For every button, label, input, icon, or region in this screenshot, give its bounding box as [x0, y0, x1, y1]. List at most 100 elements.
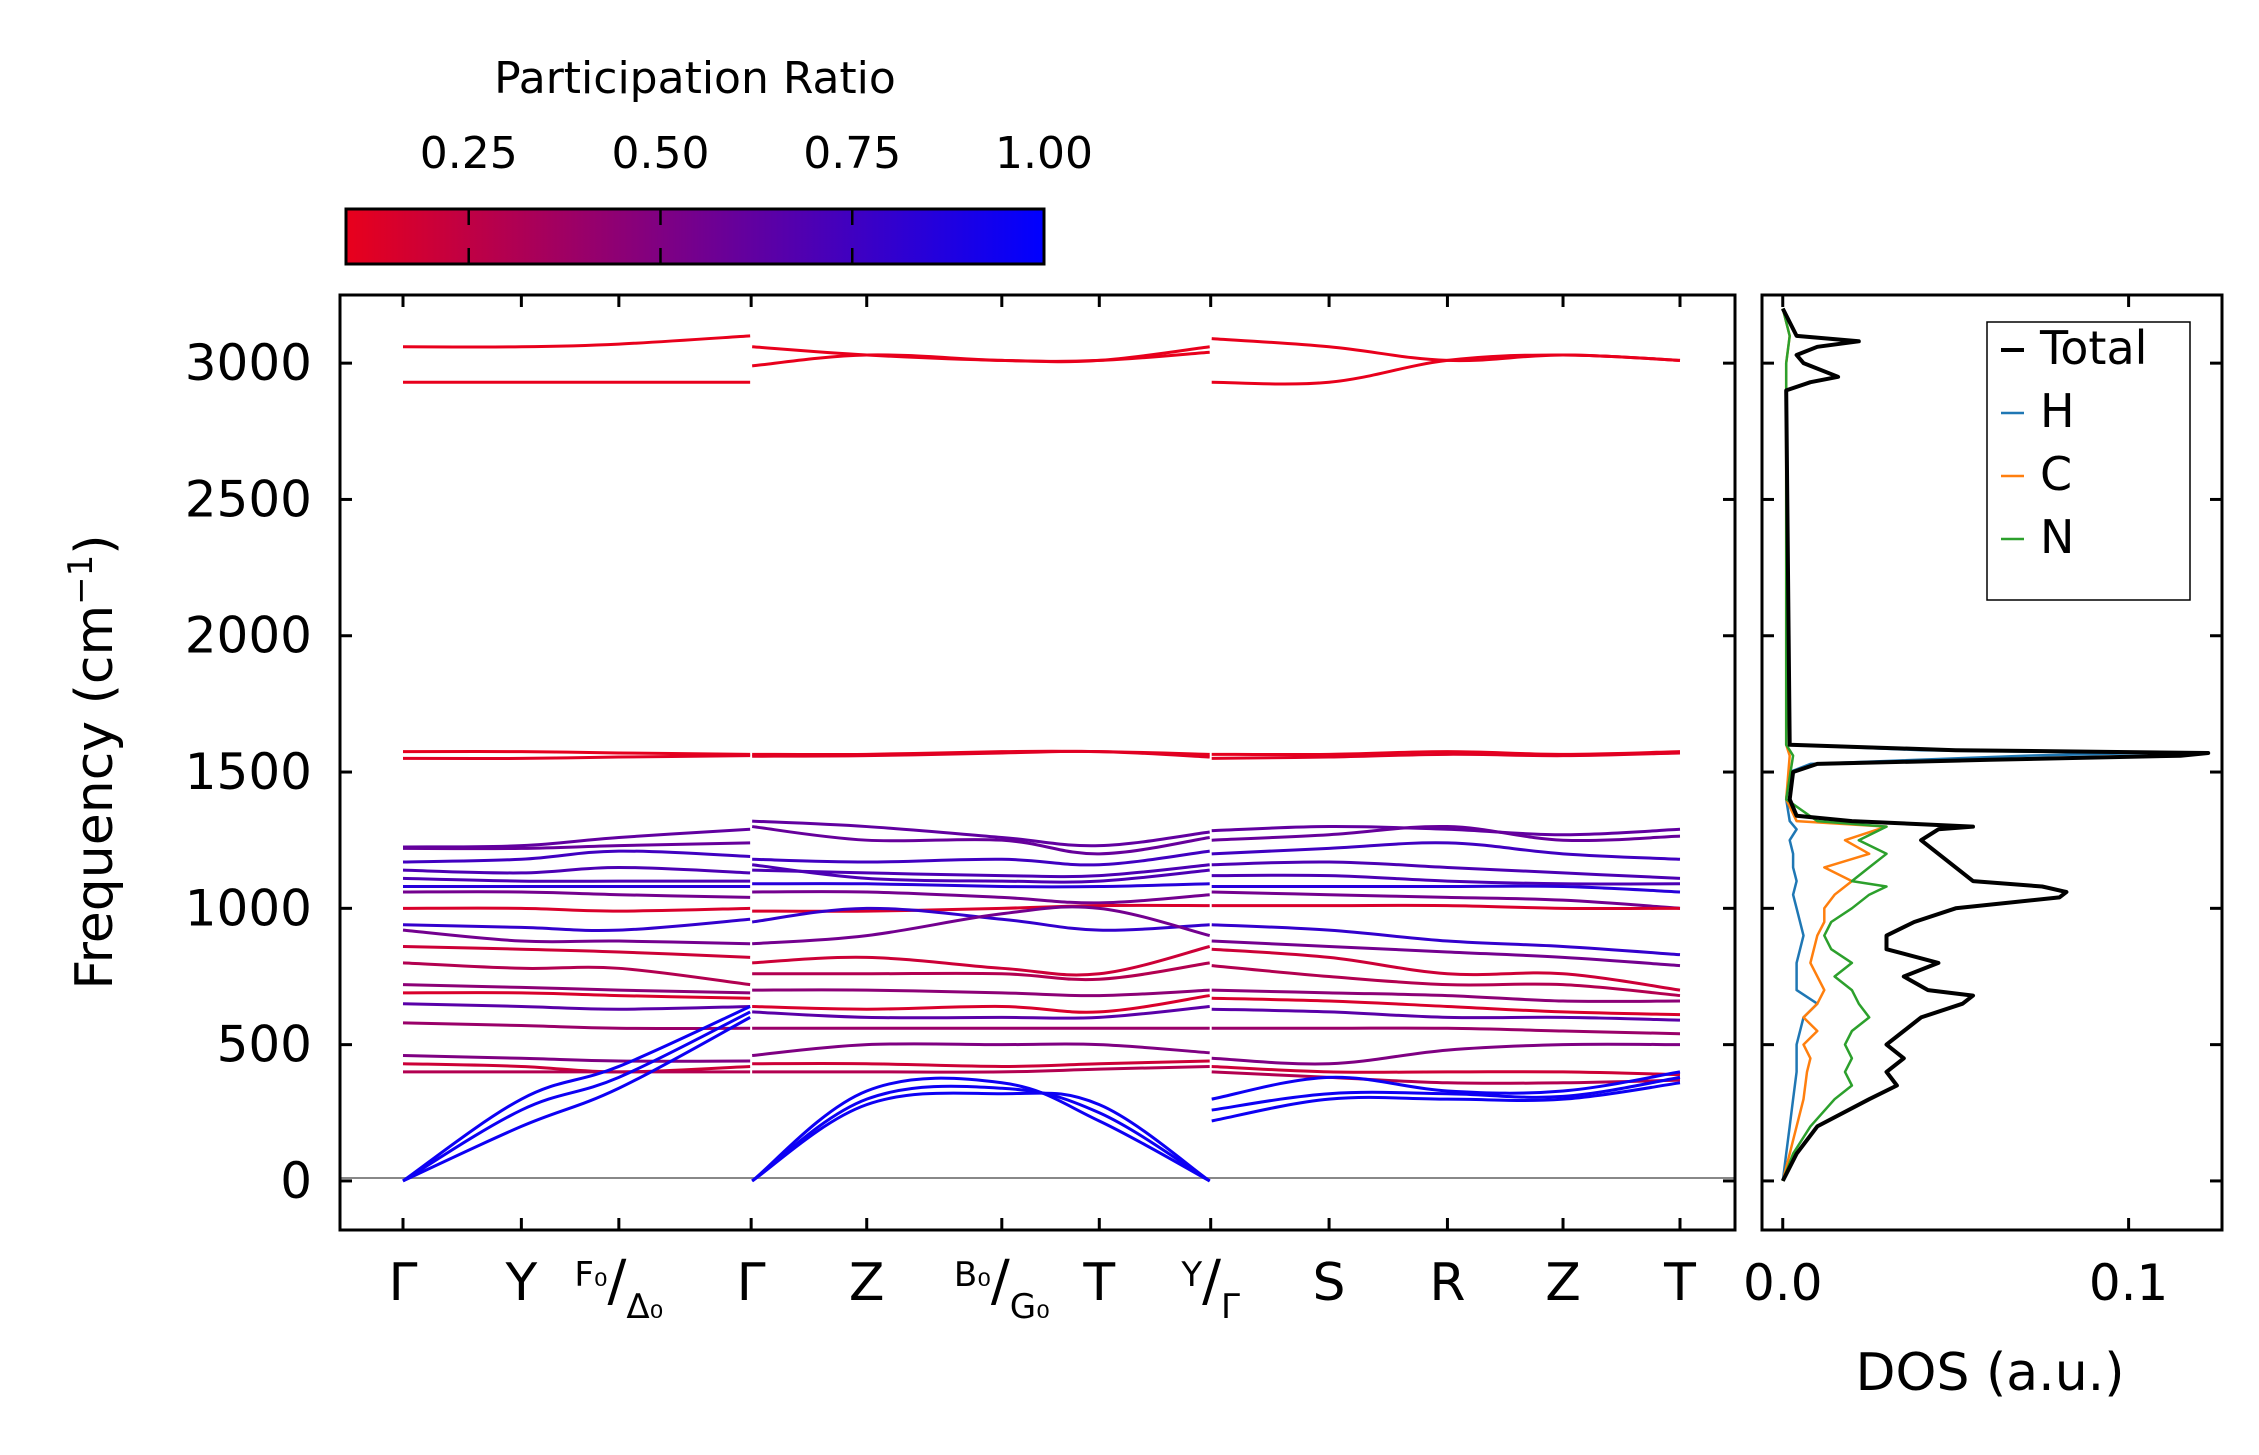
y-tick-label: 500 — [217, 1016, 312, 1074]
colorbar-label: Participation Ratio — [494, 53, 896, 104]
phonon-band-14-segment-2 — [1211, 947, 1681, 992]
phonon-band-15-segment-1 — [752, 961, 1210, 982]
phonon-band-23-segment-2 — [1211, 1070, 1681, 1101]
phonon-band-2-segment-0 — [402, 749, 751, 756]
y-tick-label: 1000 — [185, 879, 312, 937]
phonon-band-6-segment-1 — [752, 849, 1210, 867]
phonon-band-13-segment-1 — [752, 905, 1211, 946]
phonon-band-8-segment-0 — [402, 876, 751, 883]
phonon-band-20-segment-1 — [752, 1042, 1210, 1058]
k-point-label: F₀/Δ₀ — [574, 1249, 663, 1327]
phonon-band-14-segment-1 — [752, 945, 1211, 977]
k-point-label: Γ — [389, 1253, 418, 1313]
phonon-band-18-segment-0 — [402, 1002, 751, 1011]
y-tick-label: 1500 — [185, 743, 312, 801]
dos-x-tick-label: 0.0 — [1743, 1254, 1823, 1312]
colorbar: Participation Ratio 0.25 0.50 0.75 1.00 — [344, 53, 1093, 266]
k-point-label: T — [1082, 1253, 1115, 1313]
y-axis-label: Frequency (cm−1) — [61, 534, 125, 989]
phonon-band-1-segment-1 — [752, 350, 1210, 368]
y-tick-label: 2500 — [185, 470, 312, 528]
phonon-band-17-segment-0 — [402, 991, 751, 1000]
phonon-band-25-segment-2 — [1211, 1081, 1681, 1123]
phonon-band-12-segment-2 — [1211, 923, 1681, 957]
phonon-band-18-segment-2 — [1211, 1007, 1681, 1022]
phonon-band-10-segment-0 — [402, 890, 751, 899]
colorbar-tick-label: 0.25 — [420, 128, 518, 179]
phonon-band-4-segment-2 — [1211, 825, 1681, 837]
phonon-band-16-segment-1 — [752, 988, 1210, 998]
dos-line-c — [1781, 308, 1888, 1182]
dos-line-n — [1781, 308, 1888, 1182]
phonon-band-21-segment-0 — [402, 1062, 751, 1074]
phonon-band-23-segment-1 — [751, 1076, 1211, 1183]
phonon-band-21-segment-2 — [1211, 1064, 1681, 1077]
dos-x-axis-label: DOS (a.u.) — [1856, 1343, 2125, 1403]
k-point-label: Z — [1545, 1253, 1581, 1313]
k-point-label: Γ — [737, 1253, 766, 1313]
phonon-band-6-segment-2 — [1211, 841, 1681, 861]
phonon-band-11-segment-0 — [402, 906, 751, 913]
k-point-label: R — [1429, 1253, 1465, 1313]
phonon-band-16-segment-2 — [1211, 988, 1681, 1003]
phonon-band-10-segment-1 — [752, 890, 1210, 905]
phonon-band-3-segment-0 — [402, 754, 751, 761]
phonon-band-0-segment-0 — [402, 334, 751, 349]
phonon-band-19-segment-2 — [1211, 1026, 1681, 1036]
phonon-band-12-segment-1 — [751, 906, 1210, 932]
phonon-band-8-segment-2 — [1211, 873, 1681, 886]
phonon-band-21-segment-1 — [752, 1059, 1210, 1068]
y-tick-label: 2000 — [185, 607, 312, 665]
phonon-band-10-segment-2 — [1211, 890, 1681, 910]
legend-label-total: Total — [2039, 321, 2147, 375]
phonon-band-14-segment-0 — [402, 945, 751, 959]
legend-box — [1986, 321, 2191, 601]
phonon-band-12-segment-0 — [402, 917, 751, 933]
colorbar-tick-label: 0.75 — [803, 128, 901, 179]
phonon-band-5-segment-2 — [1211, 824, 1681, 843]
phonon-band-3-segment-1 — [752, 749, 1210, 759]
phonon-band-24-segment-1 — [751, 1084, 1211, 1183]
phonon-band-9-segment-1 — [752, 882, 1210, 889]
phonon-band-17-segment-2 — [1211, 996, 1681, 1017]
phonon-band-15-segment-0 — [402, 961, 751, 987]
dos-frame — [1760, 293, 2224, 1232]
phonon-band-1-segment-2 — [1211, 353, 1681, 386]
phonon-band-16-segment-0 — [402, 983, 751, 995]
phonon-band-13-segment-2 — [1211, 939, 1681, 968]
k-point-label: S — [1313, 1253, 1346, 1313]
dos-x-tick-label: 0.1 — [2089, 1254, 2169, 1312]
phonon-band-22-segment-1 — [752, 1064, 1210, 1074]
phonon-band-6-segment-0 — [402, 849, 751, 864]
band-structure-frame — [338, 293, 1737, 1232]
legend-label-n: N — [2040, 510, 2074, 564]
phonon-band-22-segment-2 — [1211, 1070, 1681, 1085]
phonon-band-4-segment-0 — [402, 827, 751, 849]
phonon-band-3-segment-2 — [1211, 751, 1681, 760]
phonon-band-7-segment-2 — [1211, 860, 1681, 880]
phonon-band-7-segment-0 — [402, 865, 751, 875]
phonon-band-20-segment-2 — [1211, 1042, 1681, 1066]
legend-label-h: H — [2040, 384, 2075, 438]
phonon-band-20-segment-0 — [402, 1054, 751, 1063]
phonon-band-9-segment-2 — [1211, 884, 1681, 894]
phonon-band-23-segment-0 — [402, 1005, 751, 1183]
phonon-band-4-segment-1 — [752, 819, 1210, 848]
phonon-band-5-segment-1 — [751, 825, 1210, 856]
phonon-band-15-segment-2 — [1211, 964, 1681, 998]
k-point-label: B₀/G₀ — [954, 1249, 1050, 1327]
colorbar-gradient — [344, 207, 1046, 266]
y-tick-label: 0 — [280, 1152, 312, 1210]
phonon-band-24-segment-2 — [1211, 1075, 1681, 1112]
phonon-band-18-segment-1 — [752, 1004, 1210, 1020]
legend: Total HCN — [1986, 321, 2191, 601]
colorbar-tick-label: 1.00 — [995, 128, 1093, 179]
k-point-label: Y/Γ — [1180, 1249, 1240, 1327]
phonon-band-19-segment-0 — [402, 1021, 751, 1030]
phonon-band-13-segment-0 — [402, 928, 751, 946]
k-point-label: Y — [504, 1253, 537, 1313]
phonon-band-24-segment-0 — [402, 1010, 751, 1183]
k-point-label: T — [1663, 1253, 1696, 1313]
